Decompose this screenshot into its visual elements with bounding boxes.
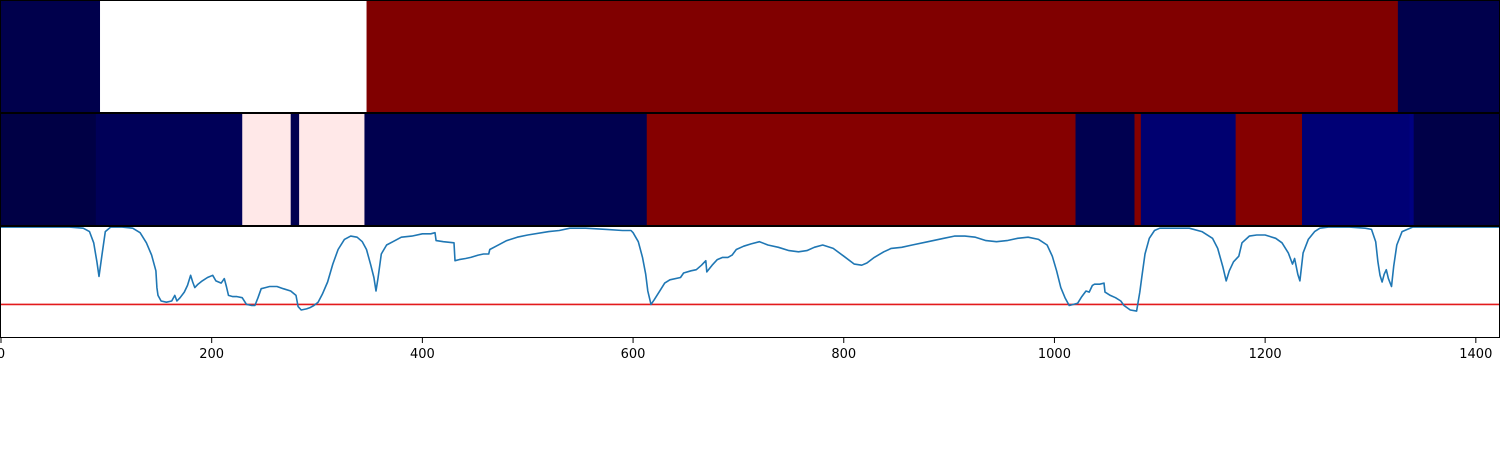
track-2-segment-5 <box>299 114 365 225</box>
track-2-segment-1 <box>1 114 97 225</box>
x-axis: 0 200 400 600 800 1000 1200 1400 <box>0 338 1492 362</box>
track-2-segment-13 <box>1409 114 1415 225</box>
x-tick-label-1400: 1400 <box>1459 347 1492 362</box>
x-tick-label-0: 0 <box>0 347 5 362</box>
track-2-segment-9 <box>1134 114 1142 225</box>
track-2-segment-7 <box>646 114 1076 225</box>
track-2-segment-4 <box>290 114 300 225</box>
track-2-segment-14 <box>1413 114 1500 225</box>
x-tick-label-1000: 1000 <box>1038 347 1071 362</box>
heatmap-track-2 <box>1 114 1500 225</box>
x-tick-label-600: 600 <box>621 347 646 362</box>
x-tick-label-400: 400 <box>410 347 435 362</box>
track-1-segment-1 <box>1 1 101 112</box>
track-1-segment-4 <box>1397 1 1500 112</box>
x-tick-label-800: 800 <box>831 347 856 362</box>
track-2-segment-12 <box>1302 114 1410 225</box>
track-2-segment-10 <box>1140 114 1237 225</box>
track-2-segment-11 <box>1235 114 1303 225</box>
track-2-segment-2 <box>95 114 243 225</box>
track-1-segment-2 <box>100 1 367 112</box>
track-2-segment-6 <box>364 114 648 225</box>
track-2-segment-3 <box>242 114 292 225</box>
heatmap-track-1 <box>1 1 1500 112</box>
x-tick-label-1200: 1200 <box>1249 347 1282 362</box>
track-1-segment-3 <box>366 1 1399 112</box>
series-line <box>1 226 1499 312</box>
track-2-segment-8 <box>1075 114 1135 225</box>
x-tick-label-200: 200 <box>199 347 224 362</box>
